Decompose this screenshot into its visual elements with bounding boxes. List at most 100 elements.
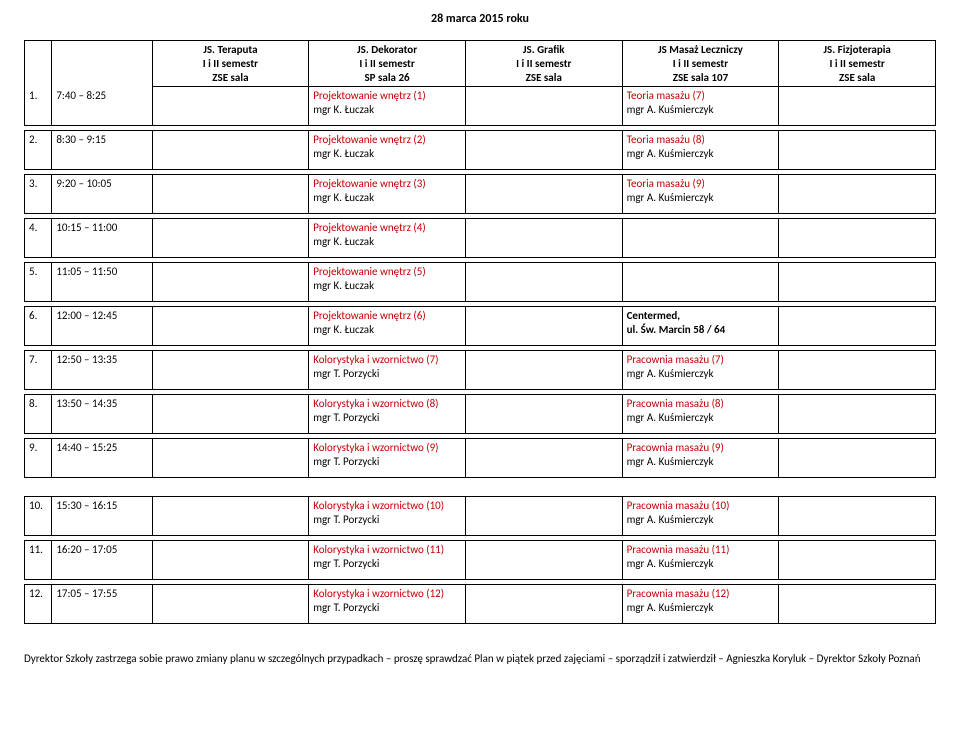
cell-masaz: Teoria masażu (9)mgr A. Kuśmierczyk xyxy=(622,175,779,214)
row-num: 4. xyxy=(25,219,52,258)
row-time: 12:00 – 12:45 xyxy=(52,307,152,346)
schedule-table: JS. TeraputaI i II semestrZSE salaJS. De… xyxy=(24,40,936,624)
cell-teraputa xyxy=(152,439,309,478)
cell-fizjo xyxy=(779,541,936,580)
cell-masaz: Teoria masażu (8)mgr A. Kuśmierczyk xyxy=(622,131,779,170)
cell-fizjo xyxy=(779,219,936,258)
row-time: 14:40 – 15:25 xyxy=(52,439,152,478)
table-row: 12.17:05 – 17:55Kolorystyka i wzornictwo… xyxy=(25,585,936,624)
table-row: 8.13:50 – 14:35 Kolorystyka i wzornictwo … xyxy=(25,395,936,434)
cell-masaz xyxy=(622,219,779,258)
cell-masaz: Pracownia masażu (9)mgr A. Kuśmierczyk xyxy=(622,439,779,478)
table-row: 10.15:30 – 16:15Kolorystyka i wzornictwo… xyxy=(25,497,936,536)
table-row: 7.12:50 – 13:35Kolorystyka i wzornictwo … xyxy=(25,351,936,390)
cell-grafik xyxy=(465,263,622,302)
cell-grafik xyxy=(465,395,622,434)
cell-grafik xyxy=(465,439,622,478)
cell-grafik xyxy=(465,585,622,624)
cell-teraputa xyxy=(152,131,309,170)
cell-dekorator: Kolorystyka i wzornictwo (11)mgr T. Porz… xyxy=(309,541,466,580)
col-header-2: JS. TeraputaI i II semestrZSE sala xyxy=(152,41,309,87)
cell-fizjo xyxy=(779,351,936,390)
cell-masaz: Centermed,ul. Św. Marcin 58 / 64 xyxy=(622,307,779,346)
table-row: 6.12:00 – 12:45 Projektowanie wnętrz (6)m… xyxy=(25,307,936,346)
cell-dekorator: Kolorystyka i wzornictwo (8)mgr T. Porzy… xyxy=(309,395,466,434)
cell-masaz: Pracownia masażu (12)mgr A. Kuśmierczyk xyxy=(622,585,779,624)
cell-masaz: Teoria masażu (7)mgr A. Kuśmierczyk xyxy=(622,87,779,126)
cell-fizjo xyxy=(779,497,936,536)
col-header-5: JS Masaż LeczniczyI i II semestrZSE sala… xyxy=(622,41,779,87)
row-num: 2. xyxy=(25,131,52,170)
cell-grafik xyxy=(465,175,622,214)
row-time: 8:30 – 9:15 xyxy=(52,131,152,170)
row-num: 7. xyxy=(25,351,52,390)
cell-dekorator: Kolorystyka i wzornictwo (9)mgr T. Porzy… xyxy=(309,439,466,478)
cell-dekorator: Projektowanie wnętrz (2)mgr K. Łuczak xyxy=(309,131,466,170)
cell-dekorator: Projektowanie wnętrz (6)mgr K. Łuczak xyxy=(309,307,466,346)
row-time: 7:40 – 8:25 xyxy=(52,87,152,126)
col-header-3: JS. DekoratorI i II semestrSP sala 26 xyxy=(309,41,466,87)
col-header-4: JS. GrafikI i II semestrZSE sala xyxy=(465,41,622,87)
row-num: 12. xyxy=(25,585,52,624)
cell-grafik xyxy=(465,131,622,170)
cell-dekorator: Projektowanie wnętrz (1)mgr K. Łuczak xyxy=(309,87,466,126)
table-row: 11.16:20 – 17:05 Kolorystyka i wzornictwo… xyxy=(25,541,936,580)
cell-grafik xyxy=(465,351,622,390)
cell-grafik xyxy=(465,219,622,258)
col-header-0 xyxy=(25,41,52,87)
row-num: 3. xyxy=(25,175,52,214)
cell-masaz: Pracownia masażu (7)mgr A. Kuśmierczyk xyxy=(622,351,779,390)
row-time: 9:20 – 10:05 xyxy=(52,175,152,214)
table-row: 2.8:30 – 9:15 Projektowanie wnętrz (2)mgr… xyxy=(25,131,936,170)
cell-fizjo xyxy=(779,585,936,624)
cell-fizjo xyxy=(779,87,936,126)
cell-teraputa xyxy=(152,585,309,624)
cell-teraputa xyxy=(152,219,309,258)
cell-dekorator: Kolorystyka i wzornictwo (7)mgr T. Porzy… xyxy=(309,351,466,390)
cell-masaz xyxy=(622,263,779,302)
footer-text: Dyrektor Szkoły zastrzega sobie prawo zm… xyxy=(24,652,936,665)
row-num: 6. xyxy=(25,307,52,346)
cell-dekorator: Projektowanie wnętrz (3)mgr K. Łuczak xyxy=(309,175,466,214)
cell-teraputa xyxy=(152,395,309,434)
table-row: 9.14:40 – 15:25 Kolorystyka i wzornictwo … xyxy=(25,439,936,478)
table-row: 5.11:05 – 11:50 Projektowanie wnętrz (5)m… xyxy=(25,263,936,302)
cell-teraputa xyxy=(152,263,309,302)
cell-grafik xyxy=(465,497,622,536)
row-time: 11:05 – 11:50 xyxy=(52,263,152,302)
cell-dekorator: Kolorystyka i wzornictwo (12)mgr T. Porz… xyxy=(309,585,466,624)
gap xyxy=(25,478,936,497)
row-time: 15:30 – 16:15 xyxy=(52,497,152,536)
cell-teraputa xyxy=(152,351,309,390)
cell-teraputa xyxy=(152,307,309,346)
row-num: 9. xyxy=(25,439,52,478)
table-row: 4.10:15 – 11:00 Projektowanie wnętrz (4)m… xyxy=(25,219,936,258)
cell-grafik xyxy=(465,87,622,126)
table-row: 1.7:40 – 8:25 Projektowanie wnętrz (1)mgr… xyxy=(25,87,936,126)
cell-fizjo xyxy=(779,439,936,478)
cell-teraputa xyxy=(152,87,309,126)
row-num: 8. xyxy=(25,395,52,434)
row-num: 5. xyxy=(25,263,52,302)
row-time: 16:20 – 17:05 xyxy=(52,541,152,580)
cell-fizjo xyxy=(779,131,936,170)
cell-masaz: Pracownia masażu (11)mgr A. Kuśmierczyk xyxy=(622,541,779,580)
row-num: 1. xyxy=(25,87,52,126)
cell-masaz: Pracownia masażu (8)mgr A. Kuśmierczyk xyxy=(622,395,779,434)
cell-masaz: Pracownia masażu (10)mgr A. Kuśmierczyk xyxy=(622,497,779,536)
cell-fizjo xyxy=(779,395,936,434)
cell-fizjo xyxy=(779,263,936,302)
cell-teraputa xyxy=(152,175,309,214)
cell-teraputa xyxy=(152,497,309,536)
col-header-6: JS. FizjoterapiaI i II semestrZSE sala xyxy=(779,41,936,87)
cell-teraputa xyxy=(152,541,309,580)
row-time: 10:15 – 11:00 xyxy=(52,219,152,258)
row-num: 11. xyxy=(25,541,52,580)
cell-dekorator: Kolorystyka i wzornictwo (10)mgr T. Porz… xyxy=(309,497,466,536)
date-header: 28 marca 2015 roku xyxy=(24,12,936,26)
cell-fizjo xyxy=(779,175,936,214)
cell-dekorator: Projektowanie wnętrz (5)mgr K. Łuczak xyxy=(309,263,466,302)
row-time: 13:50 – 14:35 xyxy=(52,395,152,434)
cell-grafik xyxy=(465,307,622,346)
cell-dekorator: Projektowanie wnętrz (4)mgr K. Łuczak xyxy=(309,219,466,258)
